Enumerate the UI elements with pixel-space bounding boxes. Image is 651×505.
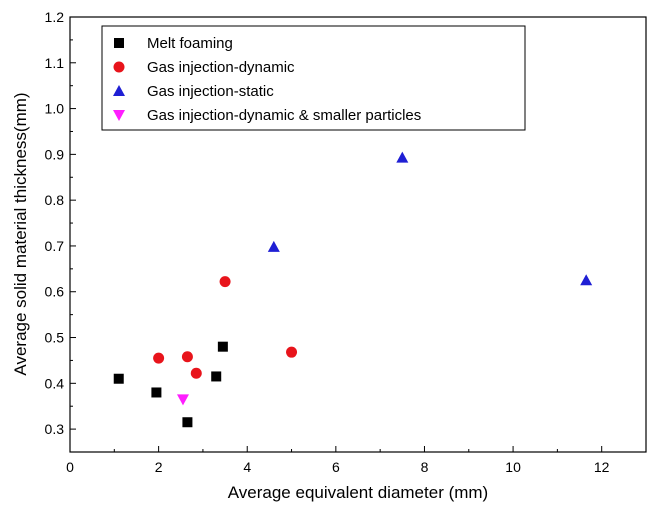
y-tick-label: 0.3 (45, 421, 65, 437)
data-point (181, 351, 193, 363)
legend-box (101, 25, 526, 131)
legend-label: Gas injection-dynamic (147, 59, 295, 76)
data-point (396, 151, 409, 163)
data-point (151, 387, 162, 398)
data-point (182, 417, 193, 428)
legend-marker (113, 61, 125, 73)
data-points (113, 151, 593, 428)
y-tick-label: 1.2 (45, 9, 65, 25)
data-point (113, 373, 124, 384)
legend-entries: Melt foaming Gas injection-dynamic Gas inj… (113, 35, 421, 124)
legend-marker (114, 38, 124, 48)
legend: Melt foaming Gas injection-dynamic Gas inj… (101, 25, 526, 131)
legend-marker (113, 85, 125, 96)
data-point (190, 367, 202, 379)
data-point (219, 276, 231, 288)
plot-frame (69, 16, 647, 453)
data-point (267, 240, 280, 252)
axis-ticks (69, 16, 603, 452)
y-tick-label: 1.0 (45, 101, 65, 117)
x-tick-label: 12 (594, 459, 610, 475)
data-point (211, 371, 222, 382)
data-point (176, 394, 189, 406)
x-tick-label: 6 (332, 459, 340, 475)
x-tick-label: 4 (243, 459, 251, 475)
x-tick-label: 8 (421, 459, 429, 475)
x-axis-title: Average equivalent diameter (mm) (228, 483, 488, 502)
y-tick-label: 0.7 (45, 238, 65, 254)
y-tick-label: 0.6 (45, 284, 65, 300)
y-axis-title: Average solid material thickness(mm) (11, 92, 30, 375)
legend-label: Gas injection-dynamic & smaller particle… (147, 107, 421, 124)
data-point (286, 346, 298, 358)
y-tick-label: 0.9 (45, 146, 65, 162)
x-tick-label: 0 (66, 459, 74, 475)
y-tick-label: 0.5 (45, 330, 65, 346)
data-point (153, 352, 165, 364)
y-tick-label: 0.4 (45, 375, 65, 391)
x-tick-label: 10 (505, 459, 521, 475)
y-tick-label: 0.8 (45, 192, 65, 208)
y-tick-label: 1.1 (45, 55, 65, 71)
legend-label: Gas injection-static (147, 83, 274, 100)
data-point (217, 341, 228, 352)
x-tick-label: 2 (155, 459, 163, 475)
legend-label: Melt foaming (147, 35, 233, 52)
axis-tick-labels: 0 2 4 6 8 10 12 0.3 0.4 0.5 0.6 0.7 0.8 0.9 1.0 1.1 1.2 (45, 9, 610, 475)
data-point (580, 274, 593, 286)
legend-marker (113, 110, 125, 121)
